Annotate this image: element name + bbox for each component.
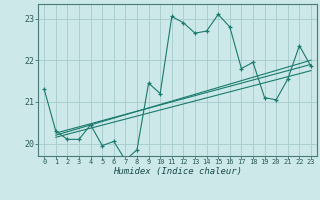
X-axis label: Humidex (Indice chaleur): Humidex (Indice chaleur)	[113, 167, 242, 176]
